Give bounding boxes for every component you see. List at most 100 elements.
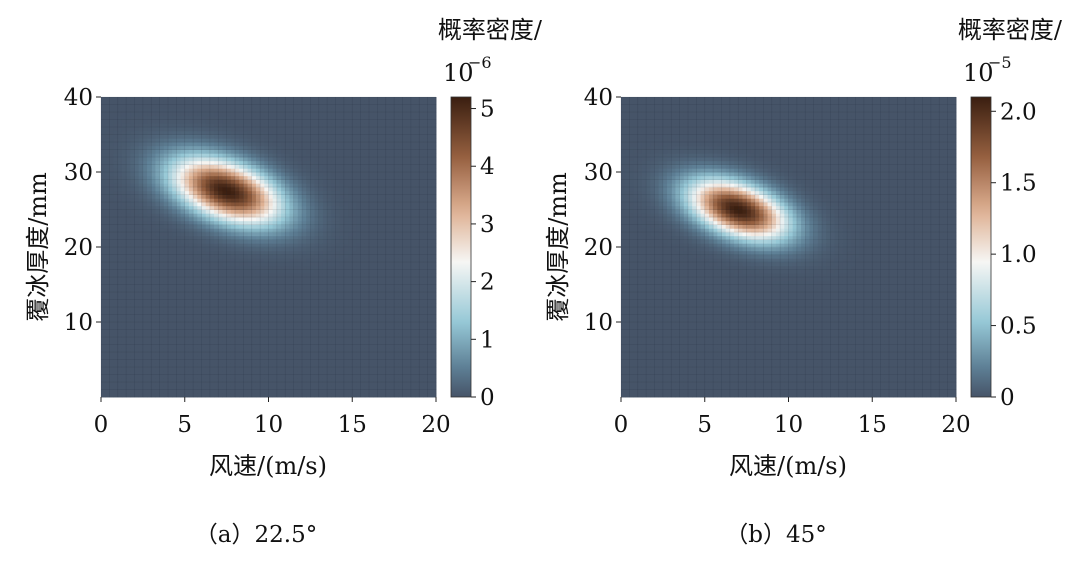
heatmap-cell <box>147 183 152 188</box>
heatmap-cell <box>235 224 240 229</box>
heatmap-cell <box>222 340 228 345</box>
heatmap-cell <box>142 333 148 338</box>
heatmap-cell <box>331 340 336 345</box>
heatmap-cell <box>163 172 169 177</box>
heatmap-cell <box>327 367 332 372</box>
heatmap-cell <box>230 172 236 177</box>
heatmap-cell <box>306 363 311 368</box>
heatmap-cell <box>155 232 161 237</box>
heatmap-cell <box>352 382 357 387</box>
heatmap-cell <box>260 108 265 113</box>
heatmap-cell <box>130 344 135 349</box>
heatmap-cell <box>335 262 341 267</box>
heatmap-cell <box>134 160 140 165</box>
heatmap-cell <box>276 303 282 308</box>
heatmap-cell <box>352 123 357 128</box>
heatmap-cell <box>348 337 353 342</box>
heatmap-cell <box>218 355 223 360</box>
heatmap-cell <box>230 183 236 188</box>
heatmap-cell <box>348 130 353 135</box>
heatmap-cell <box>209 273 215 278</box>
heatmap-cell <box>197 224 202 229</box>
heatmap-cell <box>322 382 328 387</box>
heatmap-cell <box>172 250 177 255</box>
heatmap-cell <box>138 374 144 379</box>
heatmap-cell <box>243 160 249 165</box>
heatmap-cell <box>155 352 161 357</box>
heatmap-cell <box>121 108 127 113</box>
heatmap-cell <box>134 355 140 360</box>
heatmap-cell <box>352 153 357 158</box>
heatmap-cell <box>205 138 211 143</box>
heatmap-cell <box>264 303 269 308</box>
heatmap-cell <box>243 325 249 330</box>
heatmap-cell <box>272 100 278 105</box>
heatmap-cell <box>176 104 182 109</box>
heatmap-cell <box>293 179 299 184</box>
heatmap-cell <box>176 172 182 177</box>
heatmap-cell <box>218 265 223 270</box>
heatmap-cell <box>222 220 228 225</box>
heatmap-cell <box>247 149 253 154</box>
heatmap-cell <box>113 153 119 158</box>
heatmap-cell <box>230 194 236 199</box>
heatmap-cell <box>289 355 295 360</box>
heatmap-cell <box>239 273 244 278</box>
heatmap-cell <box>184 209 190 214</box>
heatmap-cell <box>130 359 135 364</box>
heatmap-cell <box>109 363 115 368</box>
heatmap-cell <box>151 254 156 259</box>
heatmap-cell <box>134 149 140 154</box>
heatmap-cell <box>130 187 135 192</box>
heatmap-cell <box>339 172 345 177</box>
heatmap-cell <box>101 108 106 113</box>
heatmap-cell <box>352 157 357 162</box>
heatmap-cell <box>293 209 299 214</box>
heatmap-cell <box>134 235 140 240</box>
heatmap-cell <box>348 179 353 184</box>
heatmap-cell <box>260 187 265 192</box>
heatmap-cell <box>180 187 186 192</box>
heatmap-cell <box>155 374 161 379</box>
heatmap-cell <box>218 220 223 225</box>
heatmap-cell <box>276 299 282 304</box>
heatmap-cell <box>109 310 115 315</box>
heatmap-cell <box>264 179 269 184</box>
heatmap-cell <box>260 352 265 357</box>
heatmap-cell <box>226 175 232 180</box>
heatmap-cell <box>214 359 219 364</box>
heatmap-cell <box>101 273 106 278</box>
heatmap-cell <box>155 265 161 270</box>
heatmap-cell <box>105 348 110 353</box>
heatmap-cell <box>130 337 135 342</box>
heatmap-cell <box>314 303 320 308</box>
heatmap-cell <box>306 187 311 192</box>
heatmap-cell <box>197 239 202 244</box>
heatmap-cell <box>138 153 144 158</box>
heatmap-cell <box>318 243 324 248</box>
heatmap-cell <box>214 213 219 218</box>
heatmap-cell <box>172 393 177 398</box>
heatmap-cell <box>226 262 232 267</box>
heatmap-cell <box>201 157 207 162</box>
heatmap-cell <box>327 299 332 304</box>
heatmap-cell <box>214 269 219 274</box>
heatmap-cell <box>205 220 211 225</box>
heatmap-cell <box>214 100 219 105</box>
heatmap-cell <box>251 104 257 109</box>
heatmap-cell <box>297 100 303 105</box>
heatmap-cell <box>214 97 219 102</box>
heatmap-cell <box>209 97 215 102</box>
heatmap-cell <box>276 224 282 229</box>
heatmap-cell <box>155 153 161 158</box>
heatmap-cell <box>297 172 303 177</box>
heatmap-cell <box>243 299 249 304</box>
heatmap-cell <box>134 307 140 312</box>
heatmap-cell <box>197 149 202 154</box>
heatmap-cell <box>331 314 336 319</box>
heatmap-cell <box>314 175 320 180</box>
heatmap-cell <box>188 100 194 105</box>
heatmap-cell <box>121 100 127 105</box>
heatmap-cell <box>339 108 345 113</box>
heatmap-cell <box>285 262 290 267</box>
